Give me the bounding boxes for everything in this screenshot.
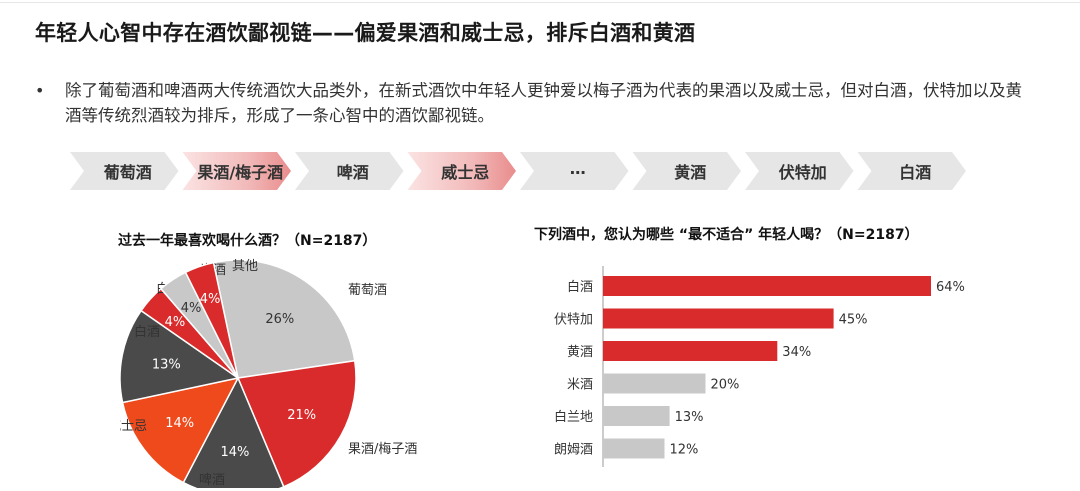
pie-category-label: 葡萄酒 xyxy=(348,283,387,298)
chain-item-label: 葡萄酒 xyxy=(103,163,152,182)
bar xyxy=(603,308,834,329)
bullet-icon: • xyxy=(35,81,45,100)
bar-value-label: 64% xyxy=(936,280,965,295)
pie-value-label: 4% xyxy=(200,292,221,307)
bar-value-label: 12% xyxy=(670,443,699,458)
bar-category-label: 白兰地 xyxy=(554,409,593,425)
bar-category-label: 伏特加 xyxy=(554,313,593,328)
pie-category-label: 果酒/梅子酒 xyxy=(348,442,417,457)
pie-slice xyxy=(184,261,239,379)
bar-value-label: 20% xyxy=(711,378,740,393)
page-title: 年轻人心智中存在酒饮鄙视链——偏爱果酒和威士忌，排斥白酒和黄酒 xyxy=(35,21,696,45)
bar xyxy=(603,341,778,361)
bar xyxy=(603,373,706,394)
bar xyxy=(603,276,931,296)
bar-category-label: 朗姆酒 xyxy=(554,443,593,458)
pie-category-label: 其他 xyxy=(232,259,258,274)
bar-chart-title: 下列酒中，您认为哪些 “最不适合” 年轻人喝？（N=2187） xyxy=(534,227,919,243)
pie-value-label: 14% xyxy=(220,445,249,460)
bar-value-label: 45% xyxy=(839,313,868,328)
bar-chart: 白酒 64% 伏特加 45% 黄酒 34% 米酒 20% 白兰地 13% 朗姆酒 12% xyxy=(554,266,965,467)
chain-item-label: 威士忌 xyxy=(441,163,490,182)
pie-value-label: 13% xyxy=(152,358,181,373)
pie-value-label: 21% xyxy=(287,408,316,423)
pie-category-label: 威士忌 xyxy=(120,419,147,434)
bar xyxy=(603,438,665,459)
bar-value-label: 34% xyxy=(782,345,811,360)
pie-category-label: 白酒 xyxy=(134,324,160,340)
bar-category-label: 米酒 xyxy=(567,378,593,393)
pie-chart: 26%葡萄酒21%果酒/梅子酒14%啤酒14%威士忌13%白酒4%白兰地4%米酒… xyxy=(120,259,417,488)
pie-value-label: 26% xyxy=(265,312,294,327)
pie-slice xyxy=(182,376,285,488)
pie-category-label: 啤酒 xyxy=(199,473,225,488)
chain-item-label: … xyxy=(569,159,586,178)
bar-category-label: 黄酒 xyxy=(567,345,593,360)
bar-category-label: 白酒 xyxy=(567,279,593,295)
chain-item-label: 黄酒 xyxy=(674,163,707,182)
bar xyxy=(603,406,670,426)
top-divider xyxy=(0,2,1080,3)
pie-slice xyxy=(121,376,240,484)
chain-item-label: 白酒 xyxy=(899,163,932,182)
pie-slice xyxy=(236,359,357,488)
bar-value-label: 13% xyxy=(675,410,704,425)
pie-value-label: 4% xyxy=(181,301,202,316)
chain-item-label: 果酒/梅子酒 xyxy=(197,163,284,182)
chain-item-label: 啤酒 xyxy=(336,163,369,182)
pie-slice xyxy=(212,259,356,379)
pie-value-label: 14% xyxy=(165,416,194,431)
pie-chart-title: 过去一年最喜欢喝什么酒？（N=2187） xyxy=(118,233,377,249)
chain-item-label: 伏特加 xyxy=(778,163,827,182)
bullet-text: 除了葡萄酒和啤酒两大传统酒饮大品类外，在新式酒饮中年轻人更钟爱以梅子酒为代表的果… xyxy=(65,81,1022,125)
pie-slice xyxy=(120,309,240,404)
pie-value-label: 4% xyxy=(165,315,186,330)
